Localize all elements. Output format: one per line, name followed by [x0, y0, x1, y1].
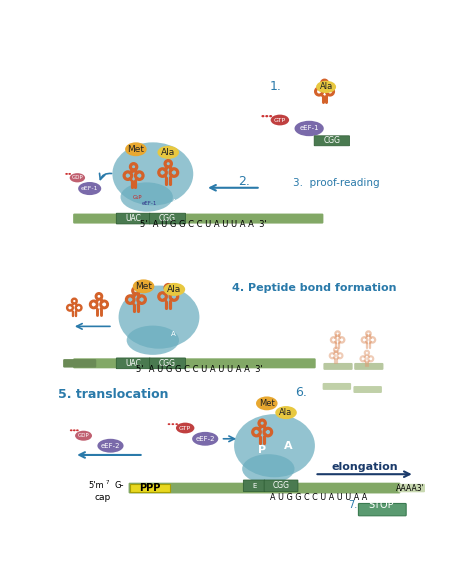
Ellipse shape: [125, 142, 146, 156]
Text: GTP: GTP: [179, 426, 191, 430]
Text: 5'm: 5'm: [88, 481, 103, 490]
Text: CGG: CGG: [159, 214, 176, 223]
Ellipse shape: [261, 115, 264, 117]
Ellipse shape: [168, 423, 170, 425]
FancyBboxPatch shape: [128, 483, 401, 493]
Ellipse shape: [164, 283, 185, 296]
Ellipse shape: [133, 279, 155, 293]
Ellipse shape: [265, 115, 268, 117]
Text: cap: cap: [95, 493, 111, 502]
Ellipse shape: [294, 121, 324, 136]
Text: eEF-2: eEF-2: [101, 442, 120, 449]
Text: 5'  A U G G C C U A U U A A  3': 5' A U G G C C U A U U A A 3': [136, 365, 263, 374]
Text: G-: G-: [114, 481, 124, 490]
Ellipse shape: [176, 423, 194, 433]
Text: 1.: 1.: [270, 80, 282, 93]
FancyBboxPatch shape: [149, 213, 185, 224]
Text: STOP: STOP: [369, 500, 394, 510]
Text: Met: Met: [135, 282, 152, 291]
Text: 7.: 7.: [348, 500, 358, 510]
Ellipse shape: [76, 429, 79, 431]
Text: UAC: UAC: [125, 214, 141, 223]
Ellipse shape: [70, 173, 85, 182]
Text: Met: Met: [128, 145, 145, 154]
Ellipse shape: [271, 115, 289, 125]
Text: eEF-2: eEF-2: [195, 436, 215, 442]
FancyBboxPatch shape: [116, 213, 150, 224]
FancyBboxPatch shape: [73, 359, 316, 368]
Text: 7: 7: [105, 480, 109, 485]
Text: E: E: [252, 483, 256, 489]
FancyBboxPatch shape: [323, 383, 351, 390]
FancyBboxPatch shape: [398, 484, 425, 492]
Text: 4. Peptide bond formation: 4. Peptide bond formation: [232, 283, 397, 293]
Text: Ala: Ala: [161, 148, 175, 157]
Ellipse shape: [275, 406, 297, 419]
Text: PPP: PPP: [139, 483, 160, 493]
Ellipse shape: [120, 182, 173, 212]
Ellipse shape: [192, 432, 219, 446]
Text: G₁P: G₁P: [133, 195, 142, 199]
Text: AAAA3': AAAA3': [396, 483, 425, 493]
Ellipse shape: [78, 182, 101, 195]
Ellipse shape: [118, 286, 200, 349]
Text: 5'  A U G G C C U A U U A A  3': 5' A U G G C C U A U U A A 3': [139, 220, 266, 229]
Ellipse shape: [157, 146, 179, 159]
Text: A U G G C C U A U U A A: A U G G C C U A U U A A: [270, 493, 367, 502]
FancyBboxPatch shape: [63, 359, 96, 367]
Text: 2.: 2.: [238, 175, 250, 188]
Text: GDP: GDP: [78, 433, 90, 438]
Ellipse shape: [234, 414, 315, 477]
Ellipse shape: [68, 173, 71, 175]
FancyBboxPatch shape: [358, 504, 406, 516]
Ellipse shape: [172, 423, 174, 425]
FancyBboxPatch shape: [354, 363, 383, 370]
Text: A: A: [172, 199, 177, 205]
Text: CGG: CGG: [323, 136, 340, 145]
Text: GDP: GDP: [72, 175, 83, 180]
FancyBboxPatch shape: [149, 358, 185, 368]
FancyBboxPatch shape: [73, 213, 323, 223]
Ellipse shape: [242, 454, 294, 483]
Text: Met: Met: [259, 399, 274, 408]
FancyBboxPatch shape: [130, 484, 170, 492]
FancyBboxPatch shape: [354, 386, 382, 393]
Text: 3.  proof-reading: 3. proof-reading: [293, 178, 379, 188]
Text: eEF-1: eEF-1: [300, 125, 319, 132]
FancyBboxPatch shape: [314, 136, 349, 146]
Text: UAC: UAC: [125, 359, 141, 368]
FancyBboxPatch shape: [264, 480, 298, 491]
Text: CGG: CGG: [273, 481, 290, 490]
Ellipse shape: [175, 423, 178, 425]
Text: eEF-1: eEF-1: [81, 186, 99, 191]
Ellipse shape: [70, 429, 73, 431]
Text: Ala: Ala: [279, 408, 292, 417]
Text: A: A: [284, 441, 292, 451]
Ellipse shape: [127, 325, 179, 355]
Text: elongation: elongation: [331, 462, 398, 472]
Ellipse shape: [97, 439, 124, 452]
Text: 5. translocation: 5. translocation: [57, 388, 168, 401]
Ellipse shape: [75, 431, 92, 441]
Ellipse shape: [112, 142, 193, 205]
Ellipse shape: [269, 115, 272, 117]
Ellipse shape: [316, 80, 336, 93]
Text: Ala: Ala: [319, 82, 333, 92]
Text: GTP: GTP: [274, 118, 286, 122]
FancyBboxPatch shape: [243, 480, 265, 491]
Ellipse shape: [73, 429, 76, 431]
Text: 6.: 6.: [295, 386, 307, 399]
Text: CGG: CGG: [159, 359, 176, 368]
Ellipse shape: [65, 173, 68, 175]
FancyBboxPatch shape: [323, 363, 353, 370]
Text: P: P: [258, 445, 266, 455]
Text: Ala: Ala: [167, 285, 182, 294]
Text: eEF-1: eEF-1: [141, 202, 157, 206]
Ellipse shape: [256, 396, 278, 410]
FancyBboxPatch shape: [116, 358, 150, 368]
Text: A: A: [171, 331, 175, 337]
